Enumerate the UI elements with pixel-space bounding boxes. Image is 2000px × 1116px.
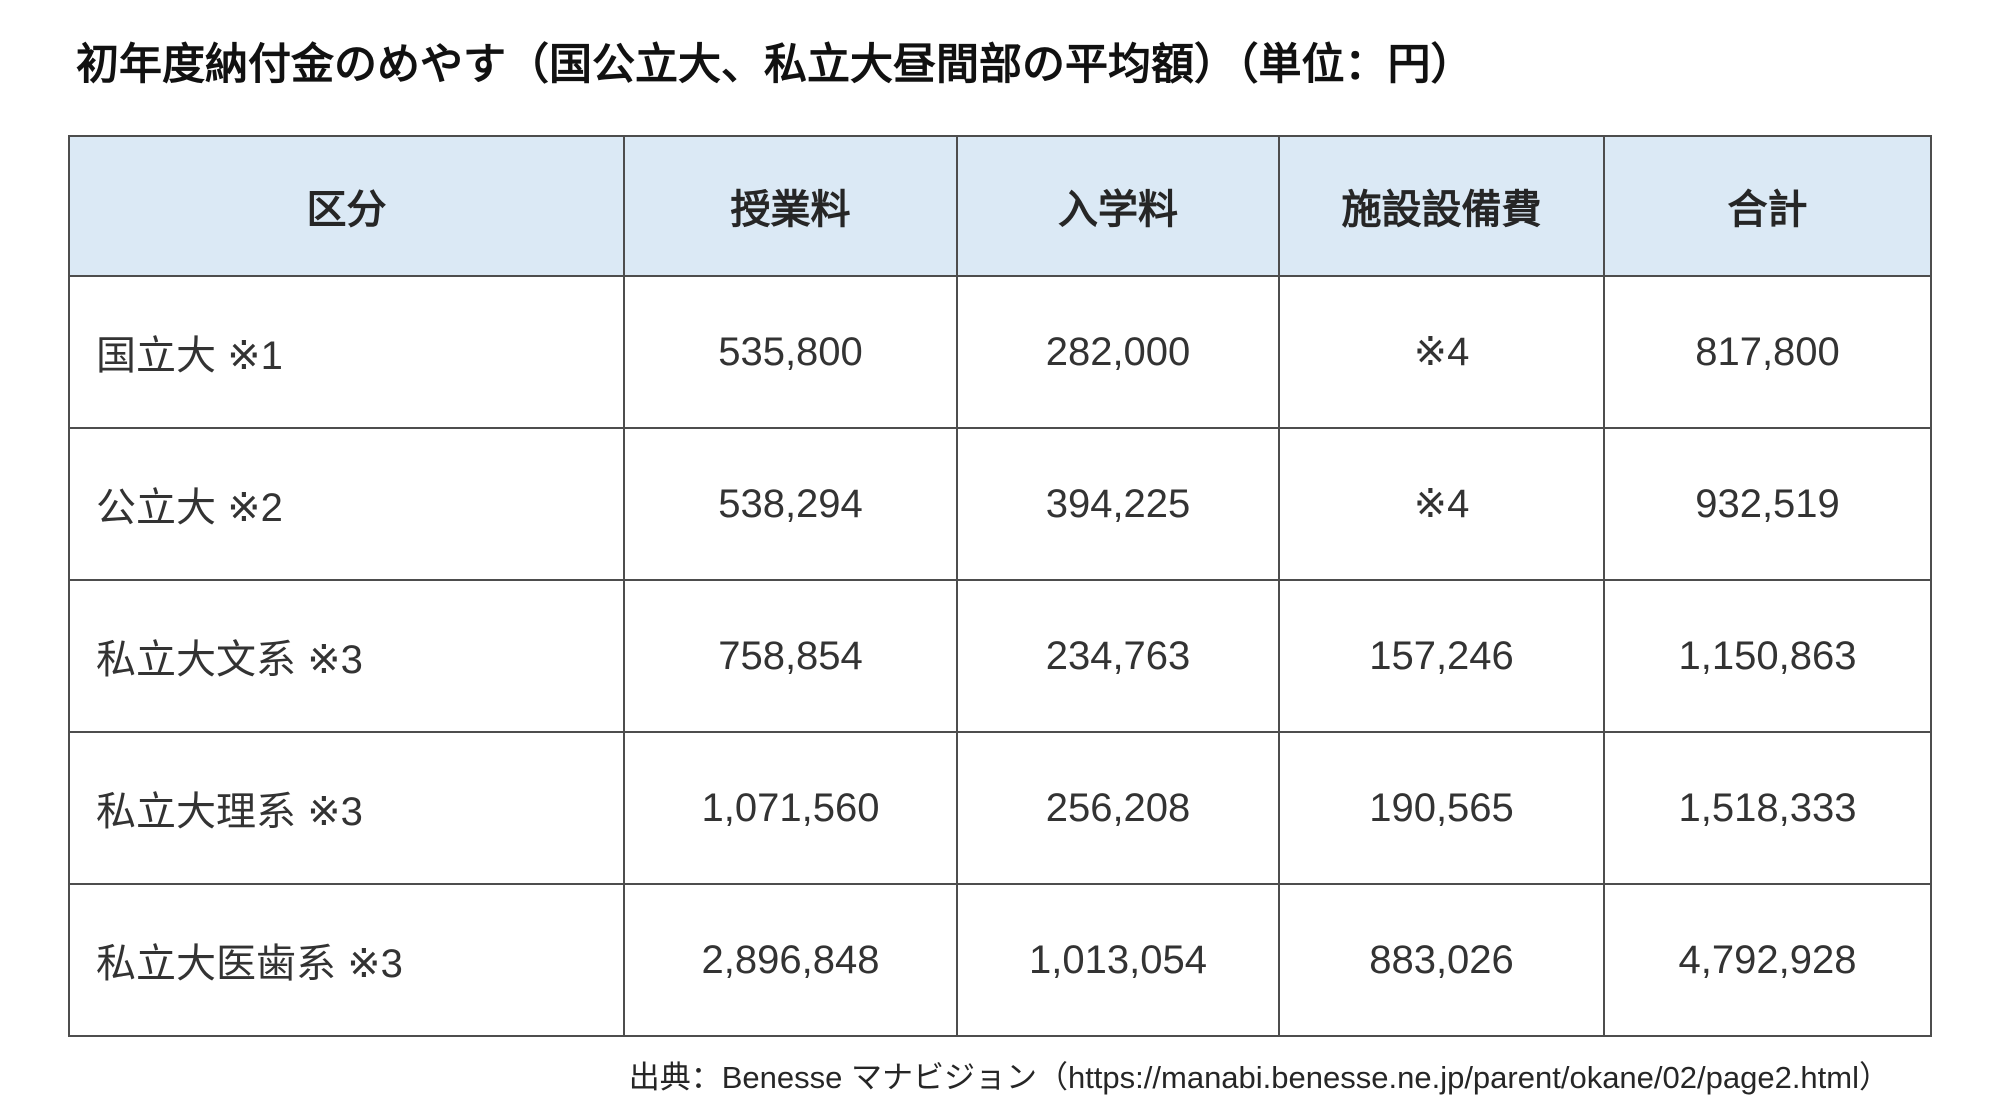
admission-cell: 256,208 — [956, 731, 1280, 885]
table-row: 私立大理系 ※3 1,071,560 256,208 190,565 1,518… — [68, 731, 1932, 885]
facility-cell: 190,565 — [1278, 731, 1605, 885]
total-cell: 1,518,333 — [1603, 731, 1932, 885]
table-header: 区分 授業料 入学料 施設設備費 合計 — [68, 135, 1932, 277]
table-row: 公立大 ※2 538,294 394,225 ※4 932,519 — [68, 427, 1932, 581]
tuition-cell: 2,896,848 — [623, 883, 958, 1037]
table-row: 私立大文系 ※3 758,854 234,763 157,246 1,150,8… — [68, 579, 1932, 733]
total-cell: 1,150,863 — [1603, 579, 1932, 733]
tuition-cell: 758,854 — [623, 579, 958, 733]
table-row: 国立大 ※1 535,800 282,000 ※4 817,800 — [68, 275, 1932, 429]
tuition-fee-table: 区分 授業料 入学料 施設設備費 合計 国立大 ※1 535,800 282,0… — [68, 135, 1932, 1037]
header-cell-facility: 施設設備費 — [1278, 135, 1605, 277]
admission-cell: 234,763 — [956, 579, 1280, 733]
facility-cell: 157,246 — [1278, 579, 1605, 733]
header-cell-tuition: 授業料 — [623, 135, 958, 277]
total-cell: 4,792,928 — [1603, 883, 1932, 1037]
source-attribution: 出典：Benesse マナビジョン（https://manabi.benesse… — [628, 1060, 1890, 1095]
facility-cell: ※4 — [1278, 427, 1605, 581]
admission-cell: 1,013,054 — [956, 883, 1280, 1037]
tuition-cell: 538,294 — [623, 427, 958, 581]
facility-cell: 883,026 — [1278, 883, 1605, 1037]
total-cell: 932,519 — [1603, 427, 1932, 581]
facility-cell: ※4 — [1278, 275, 1605, 429]
category-cell: 国立大 ※1 — [68, 275, 625, 429]
header-row: 区分 授業料 入学料 施設設備費 合計 — [68, 135, 1932, 277]
category-cell: 公立大 ※2 — [68, 427, 625, 581]
header-cell-admission: 入学料 — [956, 135, 1280, 277]
total-cell: 817,800 — [1603, 275, 1932, 429]
admission-cell: 394,225 — [956, 427, 1280, 581]
table-row: 私立大医歯系 ※3 2,896,848 1,013,054 883,026 4,… — [68, 883, 1932, 1037]
category-cell: 私立大医歯系 ※3 — [68, 883, 625, 1037]
table-body: 国立大 ※1 535,800 282,000 ※4 817,800 公立大 ※2… — [68, 275, 1932, 1037]
tuition-cell: 535,800 — [623, 275, 958, 429]
category-cell: 私立大理系 ※3 — [68, 731, 625, 885]
header-cell-category: 区分 — [68, 135, 625, 277]
category-cell: 私立大文系 ※3 — [68, 579, 625, 733]
page-title: 初年度納付金のめやす（国公立大、私立大昼間部の平均額）（単位：円） — [76, 41, 1474, 89]
header-cell-total: 合計 — [1603, 135, 1932, 277]
tuition-cell: 1,071,560 — [623, 731, 958, 885]
admission-cell: 282,000 — [956, 275, 1280, 429]
